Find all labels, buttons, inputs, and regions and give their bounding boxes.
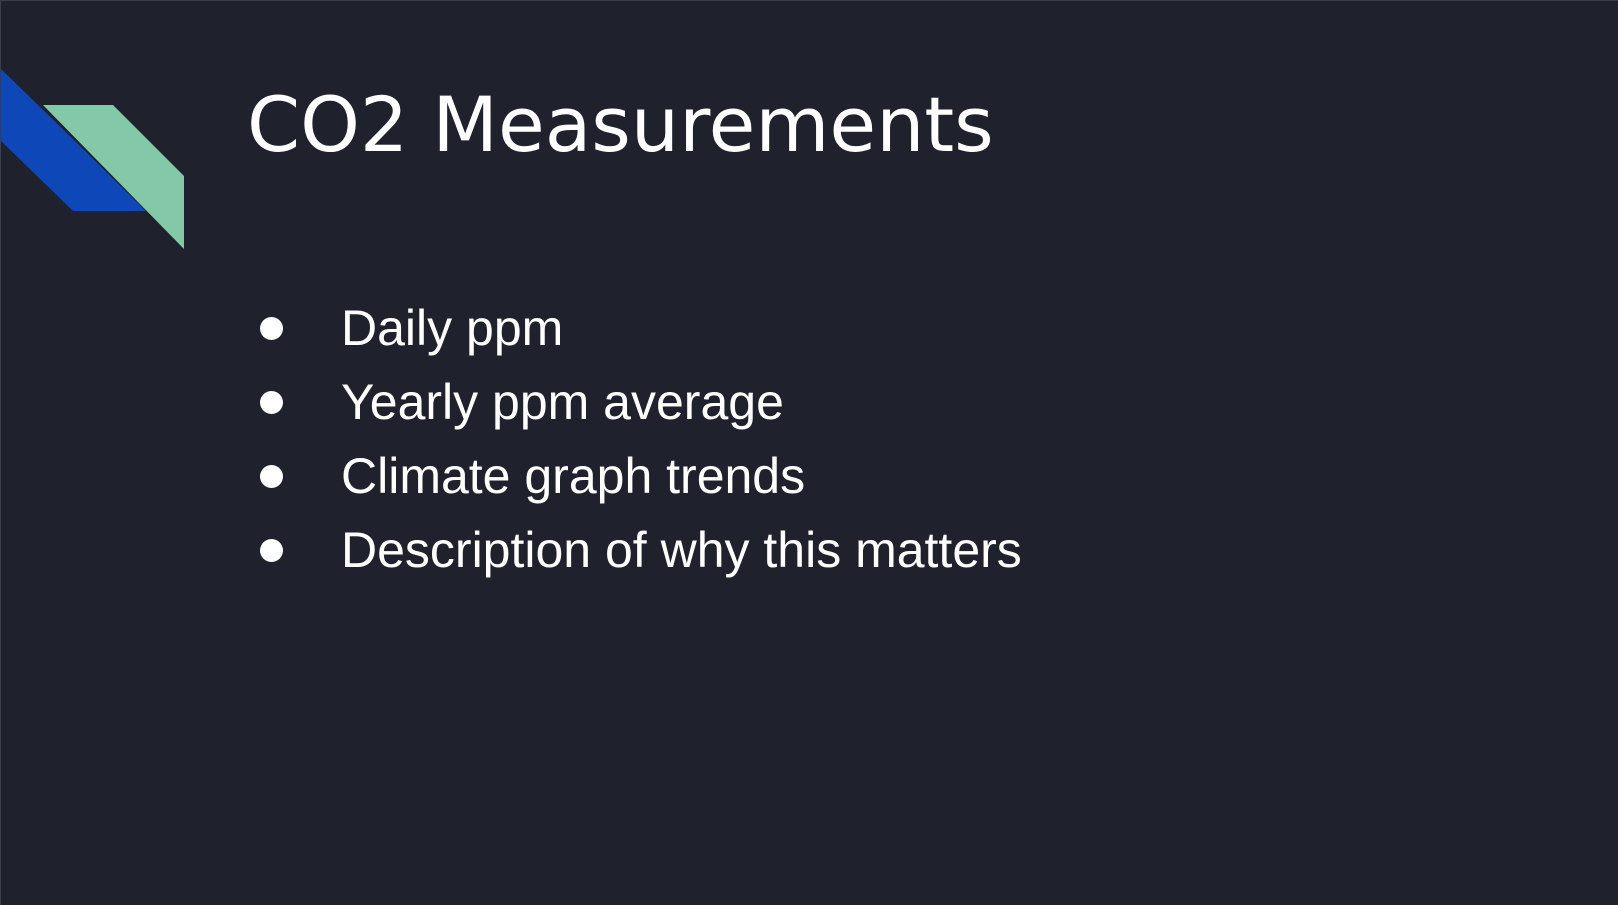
corner-accent-decoration <box>1 69 184 249</box>
bullet-text: Yearly ppm average <box>341 374 784 430</box>
accent-green-stripe <box>43 105 184 249</box>
bullet-icon <box>260 464 283 488</box>
bullet-text: Description of why this matters <box>341 522 1022 578</box>
bullet-item: Climate graph trends <box>247 439 1022 513</box>
bullet-icon <box>260 390 283 414</box>
bullet-item: Description of why this matters <box>247 513 1022 587</box>
slide-title: CO2 Measurements <box>247 80 994 169</box>
bullet-item: Yearly ppm average <box>247 365 1022 439</box>
bullet-text: Daily ppm <box>341 300 564 356</box>
bullet-list: Daily ppm Yearly ppm average Climate gra… <box>247 291 1022 587</box>
accent-blue-stripe <box>1 69 146 211</box>
bullet-item: Daily ppm <box>247 291 1022 365</box>
bullet-icon <box>260 316 283 340</box>
bullet-text: Climate graph trends <box>341 448 806 504</box>
bullet-icon <box>260 538 283 562</box>
